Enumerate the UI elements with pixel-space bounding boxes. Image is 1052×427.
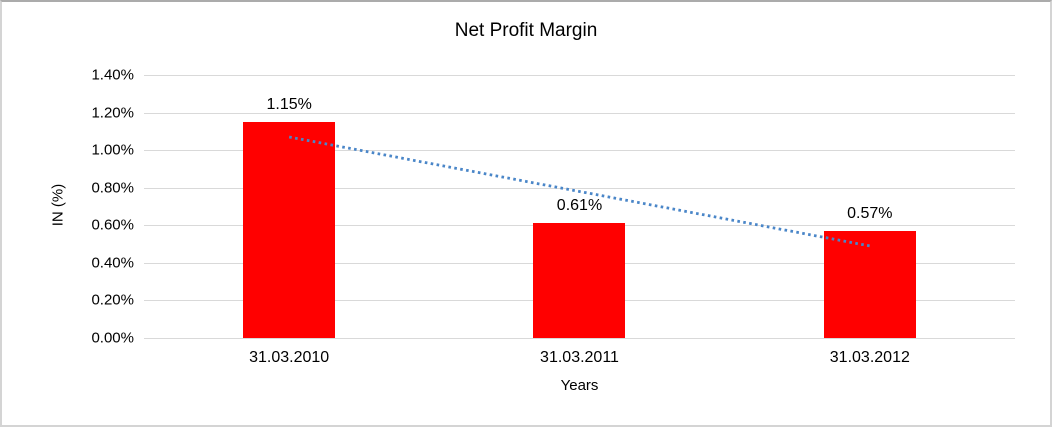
- bar-31.03.2010: [243, 121, 336, 338]
- plot-area: 1.15% 0.61% 0.57%: [144, 75, 1015, 339]
- y-axis-tick-label: 0.40%: [91, 254, 134, 272]
- gridline: [144, 187, 1015, 189]
- y-axis-tick-label: 0.80%: [91, 179, 134, 197]
- x-axis-tick-label: 31.03.2010: [249, 349, 330, 366]
- gridline: [144, 112, 1015, 114]
- bar-slot: 1.15%: [144, 75, 434, 338]
- y-axis-tick-label: 1.00%: [91, 141, 134, 159]
- data-label: 0.57%: [847, 204, 893, 222]
- y-axis-tick-label: 0.60%: [91, 216, 134, 234]
- y-axis-tick-label: 0.20%: [91, 291, 134, 309]
- x-axis-tick-label: 31.03.2011: [540, 349, 619, 366]
- bar-slot: 0.57%: [725, 75, 1015, 338]
- y-axis-tick-label: 0.00%: [91, 329, 134, 347]
- y-axis-tick-label: 1.40%: [91, 66, 134, 84]
- x-axis-tick-label: 31.03.2012: [829, 349, 910, 366]
- chart-title: Net Profit Margin: [454, 20, 598, 41]
- bar-slot: 0.61%: [434, 75, 724, 338]
- x-axis-labels: 31.03.2010 31.03.2011 31.03.2012: [144, 348, 1015, 367]
- y-axis-tick-label: 1.20%: [91, 104, 134, 122]
- data-label: 1.15%: [266, 95, 312, 113]
- trendline: [288, 135, 871, 248]
- x-axis-title: Years: [560, 377, 599, 394]
- bar-31.03.2011: [533, 223, 626, 338]
- gridline: [144, 75, 1015, 76]
- gridline: [144, 338, 1015, 339]
- bar-31.03.2012: [823, 230, 916, 338]
- gridline: [144, 150, 1015, 152]
- data-label: 0.61%: [556, 197, 603, 215]
- y-axis-labels: 1.40% 1.20% 1.00% 0.80% 0.60% 0.40% 0.20% 0.00%: [2, 67, 134, 347]
